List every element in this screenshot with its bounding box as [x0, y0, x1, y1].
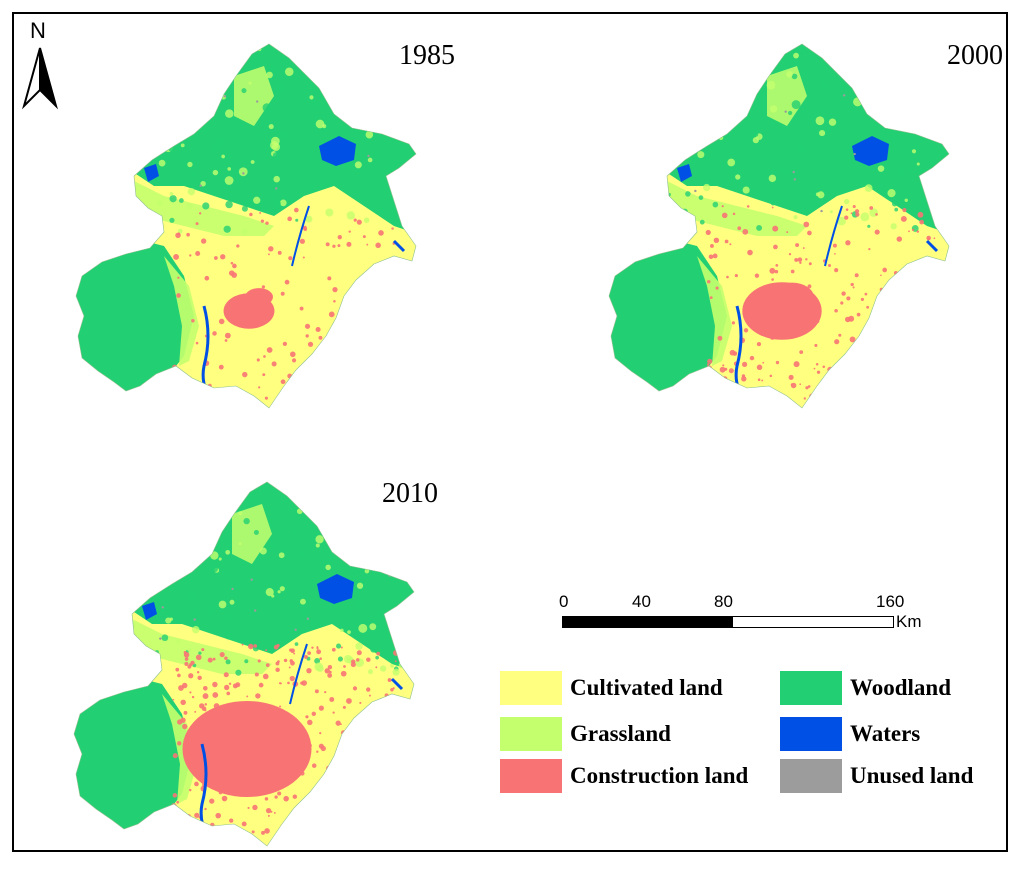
year-label-2000: 2000	[947, 40, 1003, 71]
legend-label-cultivated-land: Cultivated land	[570, 675, 723, 700]
land-use-map-1985	[75, 43, 417, 409]
legend-swatch-cultivated-land	[500, 671, 562, 705]
legend-label-construction-land: Construction land	[570, 763, 749, 788]
scale-tick-40: 40	[632, 592, 651, 611]
figure-frame: N 1985 2000 2010 0 40 80 160 Km Cultivat…	[12, 12, 1008, 852]
scale-bar: 0 40 80 160 Km	[554, 592, 954, 642]
scale-bar-black-segment	[562, 616, 734, 628]
north-arrow: N	[18, 18, 62, 112]
legend-swatch-woodland	[780, 671, 842, 705]
land-use-map-2010	[73, 481, 415, 847]
year-label-2010: 2010	[382, 478, 438, 509]
legend-swatch-waters	[780, 717, 842, 751]
legend-label-woodland: Woodland	[850, 675, 951, 700]
scale-tick-160: 160	[876, 592, 905, 611]
north-label: N	[30, 18, 46, 43]
legend-label-grassland: Grassland	[570, 721, 671, 746]
scale-tick-80: 80	[714, 592, 733, 611]
legend-swatch-unused-land	[780, 759, 842, 793]
year-label-1985: 1985	[399, 40, 455, 71]
scale-bar-white-segment	[732, 616, 894, 628]
legend-swatch-grassland	[500, 717, 562, 751]
legend-label-unused-land: Unused land	[850, 763, 974, 788]
land-use-map-2000	[608, 43, 950, 409]
scale-tick-0: 0	[559, 592, 569, 611]
legend-swatch-construction-land	[500, 759, 562, 793]
legend: Cultivated land Woodland Grassland Water…	[500, 671, 1000, 811]
scale-unit: Km	[896, 612, 922, 631]
legend-label-waters: Waters	[850, 721, 921, 746]
